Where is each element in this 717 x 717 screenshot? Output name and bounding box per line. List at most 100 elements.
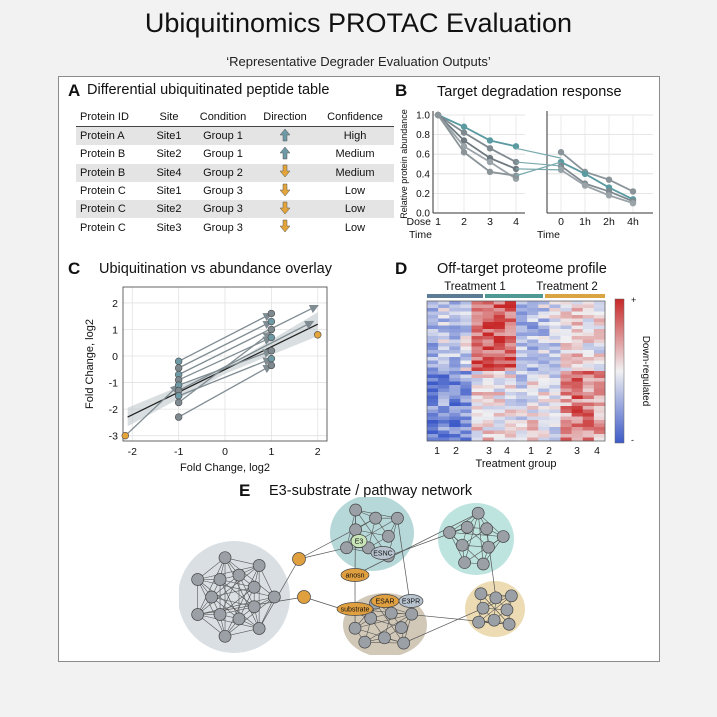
heatmap-cell <box>538 416 550 421</box>
heatmap-cell <box>493 367 506 372</box>
network-node <box>391 511 404 525</box>
protein-id-cell: Protein C <box>80 221 126 234</box>
arrow-up-icon <box>279 146 291 160</box>
page-title: Ubiquitinomics PROTAC Evaluation <box>144 8 573 38</box>
network-node <box>458 556 471 569</box>
heatmap-cell <box>449 322 461 326</box>
heatmap-cell <box>549 332 561 337</box>
heatmap-cell <box>527 434 539 438</box>
protein-id-cell: Protein B <box>80 148 126 161</box>
heatmap-cell <box>471 336 483 340</box>
heatmap-cell <box>482 392 495 396</box>
heatmap-cell <box>438 420 450 424</box>
heatmap-cell <box>471 409 483 414</box>
network-node <box>489 591 503 605</box>
heatmap-cell <box>516 420 528 424</box>
heatmap-cell <box>482 339 495 344</box>
heatmap-cell <box>593 332 606 337</box>
heatmap-cell <box>560 311 572 316</box>
esar-label: ESAR <box>375 599 394 606</box>
heatmap-cell <box>538 346 550 351</box>
heatmap-cell <box>482 322 495 326</box>
data-point <box>267 325 276 334</box>
heatmap-cell <box>449 346 461 351</box>
heatmap-cell <box>582 315 595 319</box>
heatmap-cell <box>538 437 550 442</box>
heatmap-cell <box>427 360 439 365</box>
heatmap-cell <box>527 402 539 407</box>
heatmap-cell <box>538 350 550 354</box>
network-edge <box>354 613 412 629</box>
heatmap-cell <box>593 420 606 424</box>
data-point <box>486 137 494 144</box>
network-node <box>252 559 266 572</box>
heatmap-cell <box>493 346 506 351</box>
heatmap-cell <box>438 378 450 382</box>
e3pr-label: E3PR <box>402 599 420 606</box>
heatmap-cell <box>482 399 495 403</box>
overlay-scatter: -2 -1 0 1 2 -3 -2 -1 0 1 2 Fold Change, log2 Fold Ch… <box>84 286 328 474</box>
heatmap-cell <box>571 395 584 400</box>
heatmap-cell <box>560 385 572 389</box>
network-node <box>267 590 281 604</box>
heatmap-cell <box>593 388 606 393</box>
heatmap-cell <box>571 437 584 442</box>
heatmap-cell <box>593 385 606 389</box>
heatmap-cell <box>538 388 550 393</box>
confidence-cell: Medium <box>316 163 394 182</box>
heatmap-cell <box>504 371 517 375</box>
x-tick-label: 3 <box>486 445 492 457</box>
heatmap-cell <box>449 367 461 372</box>
heatmap-cell <box>582 322 595 326</box>
heatmap-cell <box>438 311 450 316</box>
heatmap-cell <box>482 420 495 424</box>
heatmap-cell <box>427 308 439 312</box>
heatmap-cell <box>549 357 561 361</box>
network-edge <box>449 532 504 537</box>
heatmap-cell <box>493 399 506 403</box>
heatmap-cell <box>582 420 595 424</box>
heatmap-cell <box>527 304 539 309</box>
heatmap-cell <box>516 301 528 305</box>
heatmap-cell <box>593 430 606 435</box>
x-tick-label: 3 <box>574 445 580 457</box>
heatmap-cell <box>427 388 439 393</box>
data-point <box>557 166 565 174</box>
heatmap-cell <box>482 346 495 351</box>
heatmap-cell <box>527 378 539 382</box>
heatmap-cell <box>438 336 450 340</box>
heatmap-cell <box>460 392 472 396</box>
heatmap-cell <box>571 378 584 382</box>
confidence-cell: Low <box>316 200 394 219</box>
heatmap-cell <box>449 409 461 414</box>
heatmap-cell <box>438 371 450 375</box>
heatmap-cell <box>549 385 561 389</box>
heatmap-cell <box>571 360 584 365</box>
network-node <box>384 606 398 620</box>
heatmap-cell <box>449 381 461 386</box>
heatmap-cell <box>438 304 450 309</box>
heatmap-cell <box>571 388 584 393</box>
heatmap-cell <box>538 360 550 365</box>
heatmap-cell <box>427 364 439 368</box>
heatmap-cell <box>538 322 550 326</box>
heatmap-cell <box>571 350 584 354</box>
heatmap-cell <box>582 434 595 438</box>
heatmap-cell <box>471 364 483 368</box>
data-point <box>557 149 565 156</box>
data-point <box>512 172 520 179</box>
network-node <box>471 506 485 520</box>
heatmap-cell <box>471 346 483 351</box>
arrow-down-icon <box>279 201 291 215</box>
arrow-down-icon <box>279 183 291 196</box>
colorbar-title: Down-regulated <box>640 336 651 407</box>
group-bar <box>545 294 605 298</box>
heatmap-cell <box>560 399 572 403</box>
network-node <box>252 622 266 635</box>
heatmap-cell <box>493 420 506 424</box>
network-node <box>218 629 232 643</box>
heatmap-cell <box>427 371 439 375</box>
data-point <box>581 182 589 189</box>
heatmap-cell <box>427 336 439 340</box>
heatmap-cell <box>538 371 550 375</box>
